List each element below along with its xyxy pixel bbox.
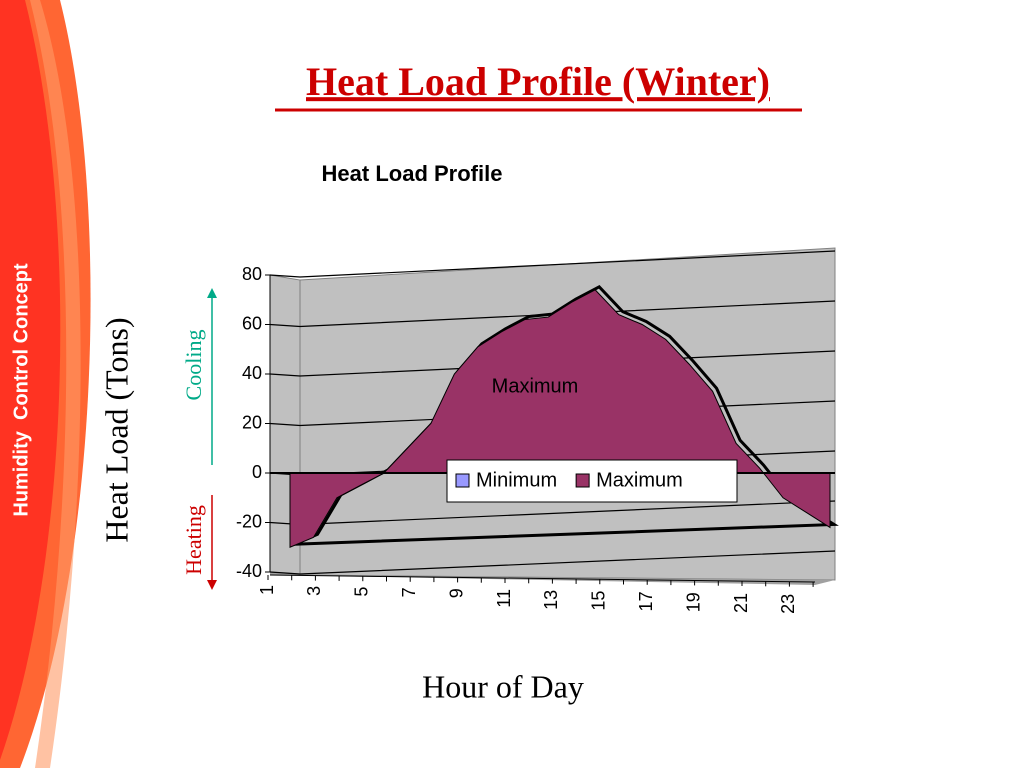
y-tick-label: 80 — [242, 264, 262, 284]
grid-line — [269, 550, 836, 575]
x-axis-label: Hour of Day — [422, 668, 584, 704]
x-tick-label: 11 — [494, 589, 514, 608]
y-tick-label: -40 — [236, 561, 262, 581]
area — [289, 289, 831, 549]
x-tick-label: 9 — [446, 588, 466, 598]
cooling-arrowhead — [207, 288, 217, 298]
y-tick-label: 0 — [252, 462, 262, 482]
x-axis — [269, 574, 816, 583]
grid-line — [269, 250, 836, 278]
y-tick-label: -20 — [236, 511, 262, 531]
legend-box — [446, 459, 738, 503]
x-tick-label: 13 — [541, 590, 561, 610]
side-text: Humidity Control Concept — [10, 263, 32, 517]
x-tick-label: 3 — [304, 586, 324, 596]
y-tick-label: 60 — [242, 313, 262, 333]
x-tick-label: 7 — [399, 587, 419, 597]
x-tick-label: 21 — [731, 593, 751, 613]
x-tick-label: 15 — [589, 591, 609, 611]
decor-stripe — [30, 0, 81, 768]
y-tick-label: 40 — [242, 363, 262, 383]
x-tick-label: 1 — [257, 585, 277, 595]
legend-label: Minimum — [476, 469, 557, 491]
x-tick-label: 5 — [352, 587, 372, 597]
x-tick-label: 19 — [683, 592, 703, 612]
decor-swoosh-inner — [0, 0, 61, 760]
y-axis-label: Heat Load (Tons) — [98, 317, 134, 542]
heating-arrowhead — [207, 580, 217, 590]
slide-title: Heat Load Profile (Winter) — [306, 59, 770, 104]
legend-swatch — [575, 473, 590, 488]
legend-label: Maximum — [596, 469, 683, 491]
chart-title: Heat Load Profile — [322, 161, 503, 186]
y-tick-label: 20 — [242, 412, 262, 432]
x-tick-label: 17 — [636, 591, 656, 611]
area-label: Maximum — [492, 375, 579, 397]
cooling-label: Cooling — [181, 330, 206, 401]
heating-label: Heating — [181, 505, 206, 575]
legend-swatch — [455, 473, 470, 488]
x-tick-label: 23 — [778, 594, 798, 614]
grid-line — [269, 300, 836, 328]
